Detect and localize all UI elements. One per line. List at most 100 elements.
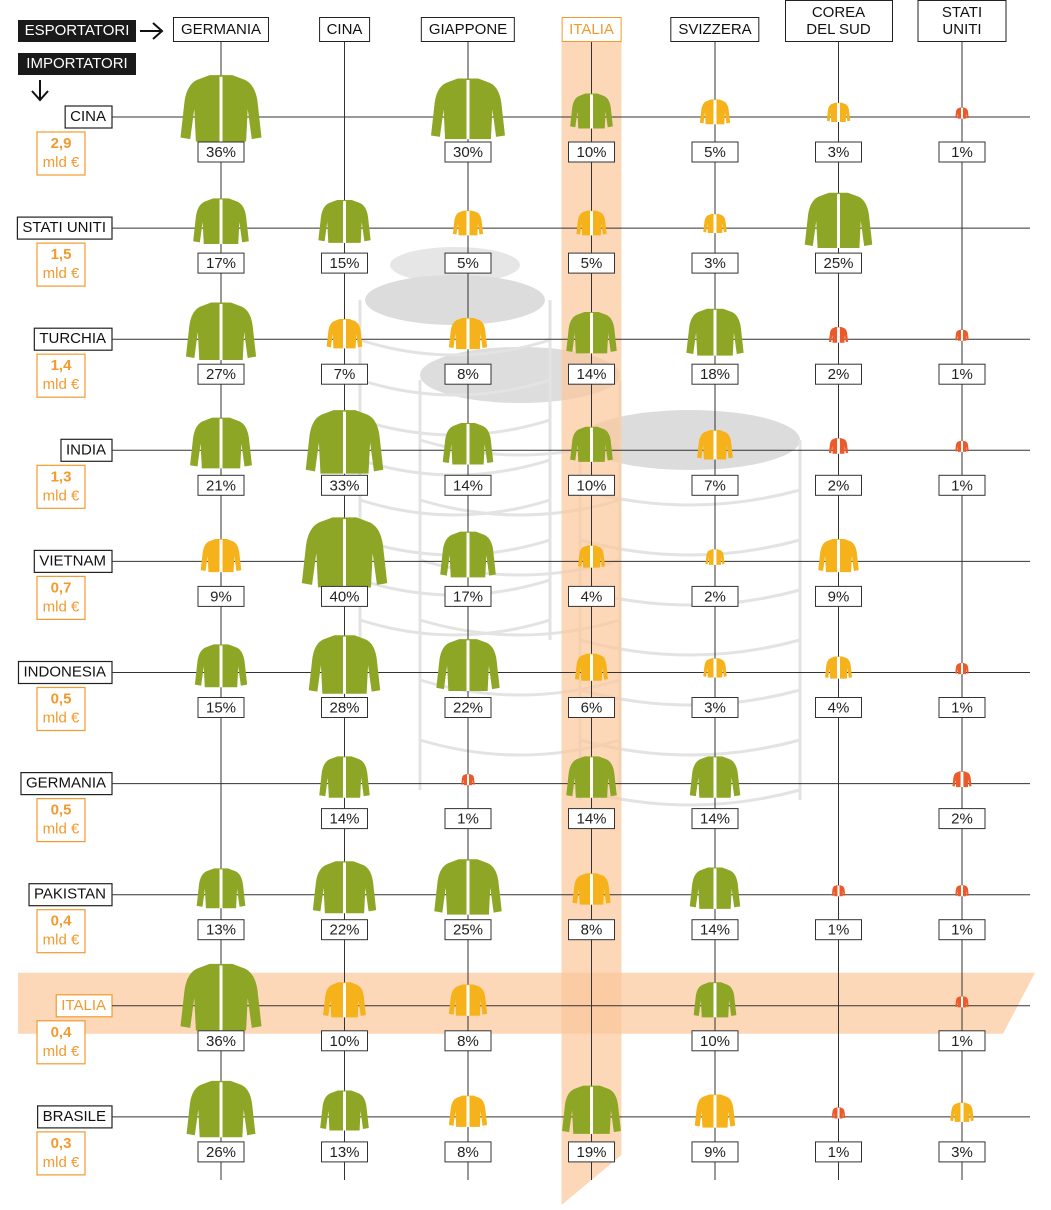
total-value: 0,5 <box>51 690 72 707</box>
value-label: 22% <box>453 699 483 716</box>
value-label: 14% <box>700 922 730 939</box>
sweater-icon <box>327 319 363 348</box>
exporter-label: COREA DEL SUD <box>785 0 893 42</box>
value-label: 36% <box>206 1033 236 1050</box>
value-label: 33% <box>329 477 359 494</box>
sweater-icon <box>690 756 741 797</box>
exporter-label: CINA <box>319 17 371 42</box>
value-label: 9% <box>828 588 850 605</box>
sweater-icon <box>302 517 387 587</box>
exporter-label: STATI UNITI <box>918 0 1007 42</box>
value-label: 14% <box>700 811 730 828</box>
sweater-icon <box>309 635 380 694</box>
importer-label: TURCHIA <box>39 330 106 347</box>
sweater-icon <box>434 859 502 914</box>
value-label: 15% <box>206 699 236 716</box>
value-label: 13% <box>206 922 236 939</box>
value-label: 14% <box>576 366 606 383</box>
total-unit: mld € <box>43 821 80 838</box>
value-label: 28% <box>329 699 359 716</box>
importer-label: GERMANIA <box>26 775 106 792</box>
importer-label: BRASILE <box>43 1108 106 1125</box>
sweater-icon <box>453 211 483 236</box>
value-label: 27% <box>206 366 236 383</box>
value-label: 3% <box>828 144 850 161</box>
importer-label: PAKISTAN <box>34 886 106 903</box>
total-unit: mld € <box>43 1154 80 1171</box>
total-unit: mld € <box>43 154 80 171</box>
value-label: 13% <box>329 1144 359 1161</box>
total-unit: mld € <box>43 487 80 504</box>
value-label: 14% <box>329 811 359 828</box>
importer-label: STATI UNITI <box>22 219 106 236</box>
value-label: 4% <box>828 699 850 716</box>
importer-label: VIETNAM <box>39 552 106 569</box>
sweater-icon <box>829 438 848 454</box>
total-unit: mld € <box>43 932 80 949</box>
value-label: 8% <box>457 1033 479 1050</box>
sweater-icon <box>431 79 505 140</box>
value-label: 9% <box>704 1144 726 1161</box>
total-value: 0,4 <box>51 913 73 930</box>
value-label: 8% <box>457 366 479 383</box>
value-label: 10% <box>576 144 606 161</box>
value-label: 3% <box>704 699 726 716</box>
sweater-icon <box>190 418 252 469</box>
sweater-icon <box>186 303 256 361</box>
value-label: 9% <box>210 588 232 605</box>
value-label: 1% <box>951 144 973 161</box>
sweater-icon <box>703 658 726 677</box>
exporters-label: ESPORTATORI <box>25 22 130 39</box>
value-label: 2% <box>951 811 973 828</box>
sweater-icon <box>187 1081 256 1137</box>
total-value: 0,4 <box>51 1024 73 1041</box>
sweater-icon <box>700 100 730 125</box>
arrow <box>140 23 162 39</box>
value-label: 1% <box>828 922 850 939</box>
row-highlight <box>18 973 1035 1034</box>
exporter-label: GERMANIA <box>173 17 269 42</box>
exporter-label: ITALIA <box>561 17 622 42</box>
value-label: 26% <box>206 1144 236 1161</box>
value-label: 2% <box>828 477 850 494</box>
sweater-icon <box>690 867 741 908</box>
sweater-icon <box>436 639 499 691</box>
sweater-icon <box>449 1096 487 1127</box>
value-label: 17% <box>206 255 236 272</box>
exporter-label: SVIZZERA <box>670 17 759 42</box>
value-label: 1% <box>951 1033 973 1050</box>
value-label: 7% <box>334 366 356 383</box>
value-label: 18% <box>700 366 730 383</box>
value-label: 3% <box>951 1144 973 1161</box>
value-label: 15% <box>329 255 359 272</box>
value-label: 1% <box>951 366 973 383</box>
value-label: 14% <box>453 477 483 494</box>
sweater-icon <box>686 309 743 356</box>
total-unit: mld € <box>43 376 80 393</box>
value-label: 4% <box>581 588 603 605</box>
total-value: 2,9 <box>51 135 72 152</box>
exporter-label: GIAPPONE <box>421 17 515 42</box>
sweater-icon <box>318 200 370 243</box>
sweater-icon <box>818 539 859 572</box>
value-label: 1% <box>951 477 973 494</box>
value-label: 10% <box>700 1033 730 1050</box>
sweater-icon <box>827 103 850 122</box>
value-label: 1% <box>457 811 479 828</box>
value-label: 21% <box>206 477 236 494</box>
sweater-icon <box>449 318 487 349</box>
sweater-icon <box>805 193 873 248</box>
value-label: 1% <box>951 922 973 939</box>
value-label: 22% <box>329 922 359 939</box>
sweater-icon <box>181 75 262 141</box>
value-label: 25% <box>823 255 853 272</box>
value-label: 10% <box>329 1033 359 1050</box>
total-unit: mld € <box>43 265 80 282</box>
sweater-icon <box>193 198 249 244</box>
sweater-icon <box>440 532 496 578</box>
sweater-icon <box>695 1094 736 1127</box>
total-unit: mld € <box>43 1043 80 1060</box>
value-label: 1% <box>828 1144 850 1161</box>
sweater-icon <box>313 861 376 913</box>
value-label: 5% <box>704 144 726 161</box>
